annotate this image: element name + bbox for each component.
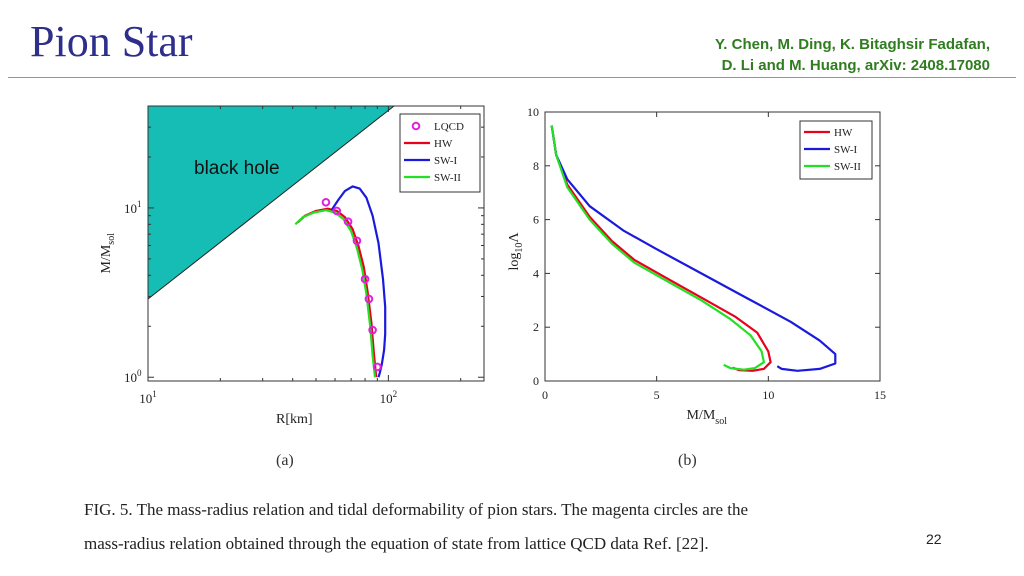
panel-b-xtick-label: 15	[874, 388, 886, 402]
ylabel-main: log	[507, 253, 522, 271]
figure-caption: FIG. 5. The mass-radius relation and tid…	[84, 493, 924, 561]
tick-base: 10	[124, 370, 137, 385]
black-hole-label: black hole	[194, 158, 280, 179]
panel-b-xlabel: M/Msol	[687, 408, 728, 427]
ylabel-sub: 10	[514, 243, 525, 253]
panel-a-label: (a)	[276, 452, 294, 469]
ylabel-main: M/M	[99, 244, 114, 273]
panel-b-legend-entry: SW-I	[834, 144, 858, 156]
panel-a-legend-entry: LQCD	[434, 121, 464, 133]
slide-title: Pion Star	[30, 17, 193, 66]
caption-line-1: FIG. 5. The mass-radius relation and tid…	[84, 500, 749, 519]
panel-a-ytick-label: 100	[124, 368, 142, 385]
panel-b-ytick-label: 10	[527, 105, 539, 119]
tick-base: 10	[124, 201, 137, 216]
legend-marker-lqcd	[411, 121, 421, 131]
panel-a-legend-entry: SW-I	[434, 155, 458, 167]
panel-a-legend-entry: SW-II	[434, 172, 461, 184]
panel-b-legend-entry: HW	[834, 127, 853, 139]
xlabel-main: M/M	[687, 408, 716, 423]
panel-b-ytick-label: 8	[533, 159, 539, 173]
panel-b-axes-frame	[544, 111, 881, 382]
panel-a-ytick-label: 101	[124, 199, 142, 216]
panel-b-ytick-label: 4	[533, 266, 539, 280]
tick-base: 10	[139, 391, 152, 406]
panel-b-ytick-label: 2	[533, 320, 539, 334]
panel-a-series-hw	[297, 207, 378, 378]
panel-b-series-sw-i	[550, 125, 837, 372]
author-citation: Y. Chen, M. Ding, K. Bitaghsir Fadafan, …	[715, 34, 990, 76]
panel-b-ytick-label: 6	[533, 213, 539, 227]
panel-a-series-sw-ii	[294, 209, 377, 378]
xlabel-sub: sol	[715, 416, 727, 427]
panel-b-ylabel: log10Λ	[507, 232, 525, 271]
lqcd-data-point	[364, 294, 374, 304]
lqcd-data-point	[368, 325, 377, 335]
panel-b-xtick-label: 10	[762, 388, 774, 402]
tick-exponent: 1	[137, 199, 142, 209]
panel-b-xtick-label: 5	[654, 388, 660, 402]
ylabel-sub: sol	[106, 233, 117, 245]
lqcd-data-point	[332, 206, 342, 216]
author-line-1: Y. Chen, M. Ding, K. Bitaghsir Fadafan,	[714, 36, 990, 53]
panel-a-xlabel: R[km]	[276, 412, 313, 427]
ylabel-suffix: Λ	[507, 232, 522, 243]
panel-b-label: (b)	[678, 452, 697, 469]
tick-exponent: 2	[393, 389, 398, 399]
lqcd-data-point	[360, 274, 370, 284]
panel-a-series-sw-i	[330, 185, 387, 378]
black-hole-region	[147, 105, 396, 301]
caption-line-2: mass-radius relation obtained through th…	[84, 534, 709, 553]
author-line-2: D. Li and M. Huang, arXiv: 2408.17080	[721, 57, 990, 74]
panel-a-xtick-label: 101	[139, 389, 157, 406]
panel-a-xtick-label: 102	[380, 389, 398, 406]
panel-b-series-sw-ii	[550, 125, 765, 371]
tick-base: 10	[380, 391, 393, 406]
lqcd-data-point	[343, 217, 353, 226]
lqcd-data-point	[373, 362, 382, 372]
page-number: 22	[926, 531, 942, 547]
panel-a-legend-entry: HW	[434, 138, 453, 150]
panel-b-xtick-label: 0	[542, 388, 548, 402]
title-divider	[8, 77, 1016, 78]
panel-b-ytick-label: 0	[533, 374, 539, 388]
lqcd-data-point	[321, 197, 331, 207]
lqcd-data-point	[352, 236, 362, 246]
panel-a-ylabel: M/Msol	[99, 233, 117, 274]
tick-exponent: 0	[137, 368, 142, 378]
tick-exponent: 1	[152, 389, 157, 399]
panel-b-legend-entry: SW-II	[834, 161, 861, 173]
panel-b-series-hw	[550, 125, 772, 372]
